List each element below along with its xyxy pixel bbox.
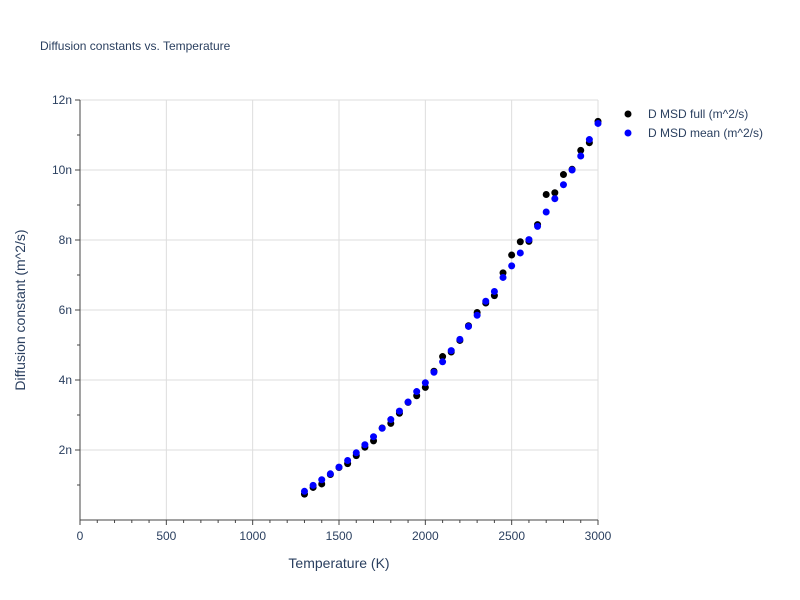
data-points: [300, 117, 602, 498]
data-point[interactable]: [421, 379, 429, 387]
x-tick-label: 2500: [498, 529, 525, 543]
grid: [80, 99, 599, 520]
data-point[interactable]: [594, 119, 602, 127]
y-tick-label: 4n: [59, 373, 72, 387]
y-tick-label: 12n: [52, 93, 72, 107]
data-point[interactable]: [542, 208, 550, 216]
data-point[interactable]: [318, 476, 326, 484]
data-point[interactable]: [456, 335, 464, 343]
data-point[interactable]: [525, 236, 533, 244]
y-tick-label: 2n: [59, 443, 72, 457]
y-tick-label: 6n: [59, 303, 72, 317]
data-point[interactable]: [577, 152, 585, 160]
data-point[interactable]: [344, 457, 352, 464]
data-point[interactable]: [516, 249, 524, 257]
y-tick-label: 10n: [52, 163, 72, 177]
data-point[interactable]: [430, 368, 438, 376]
data-point[interactable]: [482, 297, 490, 305]
data-point[interactable]: [404, 398, 412, 406]
data-point[interactable]: [534, 222, 542, 230]
data-point[interactable]: [551, 195, 559, 203]
data-point[interactable]: [413, 388, 421, 396]
legend-item-mean[interactable]: D MSD mean (m^2/s): [624, 126, 763, 140]
data-point[interactable]: [465, 322, 472, 330]
x-tick-label: 2000: [412, 529, 439, 543]
data-point[interactable]: [387, 416, 395, 424]
x-tick-label: 500: [156, 529, 176, 543]
x-tick-label: 0: [77, 529, 84, 543]
x-tick-label: 1000: [239, 529, 266, 543]
data-point[interactable]: [326, 470, 334, 478]
ticks: 0 500 1000 1500 2000 2500 3000 2n 4n 6n 8n 10n 12n: [52, 93, 612, 543]
data-point[interactable]: [447, 347, 455, 355]
data-point[interactable]: [516, 238, 524, 246]
legend-label-mean: D MSD mean (m^2/s): [648, 126, 763, 140]
legend-marker-full: [624, 110, 632, 118]
data-point[interactable]: [335, 463, 343, 471]
data-point[interactable]: [395, 407, 403, 415]
data-point[interactable]: [568, 166, 576, 174]
legend-item-full[interactable]: D MSD full (m^2/s): [624, 107, 749, 121]
data-point[interactable]: [300, 487, 308, 495]
data-point[interactable]: [585, 136, 593, 144]
data-point[interactable]: [370, 433, 378, 441]
data-point[interactable]: [559, 181, 567, 189]
data-point[interactable]: [551, 189, 559, 197]
data-point[interactable]: [439, 353, 447, 361]
x-axis-title: Temperature (K): [288, 555, 389, 571]
data-point[interactable]: [352, 449, 360, 457]
data-point[interactable]: [577, 146, 585, 154]
data-point[interactable]: [473, 311, 481, 319]
data-point[interactable]: [378, 424, 386, 432]
y-axis-title: Diffusion constant (m^2/s): [12, 229, 28, 390]
data-point[interactable]: [309, 481, 317, 489]
data-point[interactable]: [559, 171, 567, 179]
data-point[interactable]: [439, 358, 447, 366]
chart-title: Diffusion constants vs. Temperature: [40, 39, 231, 53]
x-tick-label: 1500: [326, 529, 353, 543]
data-point[interactable]: [542, 191, 550, 198]
data-point[interactable]: [508, 251, 516, 259]
legend: D MSD full (m^2/s) D MSD mean (m^2/s): [624, 107, 763, 140]
data-point[interactable]: [508, 262, 516, 270]
data-point[interactable]: [490, 287, 498, 295]
data-point[interactable]: [499, 273, 507, 281]
x-tick-label: 3000: [585, 529, 612, 543]
series-mean: [300, 119, 602, 495]
legend-label-full: D MSD full (m^2/s): [648, 107, 748, 121]
legend-marker-mean: [624, 129, 632, 137]
data-point[interactable]: [361, 441, 369, 449]
y-tick-label: 8n: [59, 233, 72, 247]
